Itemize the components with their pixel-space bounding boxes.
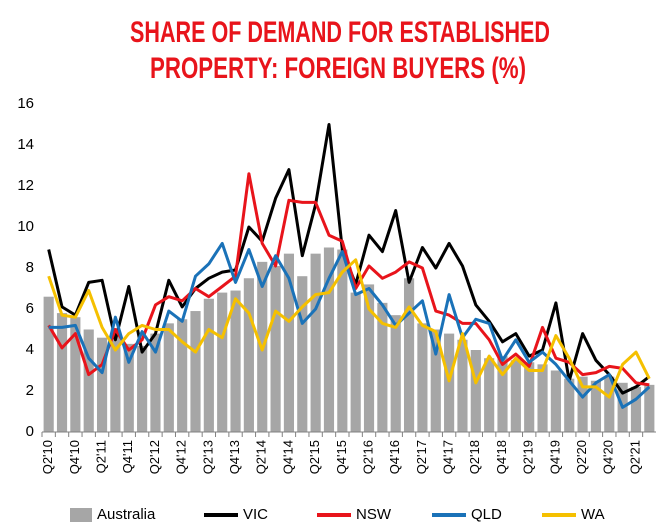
bar xyxy=(56,313,68,432)
bar xyxy=(590,380,602,432)
x-tick-label: Q4'18 xyxy=(494,440,509,474)
bar xyxy=(497,356,508,432)
x-tick-label: Q2'21 xyxy=(627,440,642,474)
x-tick-label: Q4'14 xyxy=(280,440,295,474)
bar xyxy=(270,265,281,432)
line-series xyxy=(48,241,651,409)
bar xyxy=(70,317,81,432)
bar xyxy=(644,384,655,432)
bar xyxy=(390,315,401,432)
bar xyxy=(137,345,148,432)
bar xyxy=(177,319,188,432)
bar xyxy=(337,249,348,432)
x-tick-label: Q4'17 xyxy=(441,440,456,474)
y-tick-label: 10 xyxy=(17,218,34,235)
y-tick-label: 2 xyxy=(26,382,34,399)
bar xyxy=(417,323,428,432)
y-tick-label: 8 xyxy=(26,259,34,276)
bar xyxy=(203,298,214,432)
x-tick-label: Q2'11 xyxy=(94,440,109,473)
x-tick-label: Q2'13 xyxy=(200,440,215,474)
x-tick-label: Q4'15 xyxy=(334,440,349,474)
x-tick-label: Q4'12 xyxy=(174,440,189,474)
legend-swatch xyxy=(70,508,92,522)
bar xyxy=(470,350,481,432)
chart-title: SHARE OF DEMAND FOR ESTABLISHED xyxy=(130,16,550,49)
bar xyxy=(96,337,108,432)
y-tick-label: 12 xyxy=(17,177,34,194)
bar xyxy=(190,311,201,432)
bar xyxy=(537,364,548,432)
bar xyxy=(577,376,588,432)
bar xyxy=(444,333,455,432)
bar xyxy=(323,247,335,432)
bar xyxy=(43,296,54,432)
x-tick-label: Q2'17 xyxy=(414,440,429,474)
x-tick-label: Q2'19 xyxy=(521,440,536,474)
bar xyxy=(110,335,121,432)
bar xyxy=(377,302,388,432)
x-tick-label: Q4'11 xyxy=(120,440,135,473)
bar xyxy=(123,343,134,432)
x-tick-label: Q4'16 xyxy=(387,440,402,474)
legend-label: VIC xyxy=(243,506,268,523)
bar xyxy=(403,278,415,432)
y-tick-label: 16 xyxy=(17,95,34,112)
x-tick-label: Q2'12 xyxy=(147,440,162,474)
chart-title: PROPERTY: FOREIGN BUYERS (%) xyxy=(150,52,526,85)
legend-label: NSW xyxy=(356,506,392,523)
y-tick-label: 14 xyxy=(17,136,34,153)
x-tick-label: Q4'19 xyxy=(547,440,562,474)
x-tick-label: Q2'10 xyxy=(40,440,55,474)
y-tick-label: 4 xyxy=(26,341,34,358)
bar xyxy=(350,292,361,432)
x-tick-label: Q4'13 xyxy=(227,440,242,474)
line-series xyxy=(47,258,651,399)
x-tick-label: Q2'20 xyxy=(574,440,589,474)
bar xyxy=(604,376,615,432)
x-tick-label: Q2'16 xyxy=(360,440,375,474)
legend-label: Australia xyxy=(97,506,156,523)
bar xyxy=(524,362,535,432)
y-tick-label: 0 xyxy=(26,423,34,440)
bar xyxy=(150,333,161,432)
bar xyxy=(310,253,321,432)
bar xyxy=(630,386,642,432)
bar xyxy=(217,292,228,432)
x-tick-label: Q2'14 xyxy=(254,440,269,474)
bar xyxy=(163,323,174,432)
y-tick-label: 6 xyxy=(26,300,34,317)
legend-label: WA xyxy=(581,506,605,523)
legend-label: QLD xyxy=(471,506,502,523)
bar xyxy=(550,370,561,432)
bar xyxy=(430,329,441,432)
bar xyxy=(484,358,495,432)
bar xyxy=(564,378,575,432)
x-tick-label: Q2'15 xyxy=(307,440,322,474)
x-tick-label: Q4'20 xyxy=(601,440,616,474)
bar xyxy=(83,329,94,432)
bar xyxy=(457,339,468,432)
x-tick-label: Q2'18 xyxy=(467,440,482,474)
bar xyxy=(283,253,295,432)
bar xyxy=(230,290,241,432)
bar xyxy=(363,284,375,432)
x-tick-label: Q4'10 xyxy=(67,440,82,474)
bar xyxy=(243,278,254,432)
bar xyxy=(510,360,521,432)
bar xyxy=(297,276,308,432)
